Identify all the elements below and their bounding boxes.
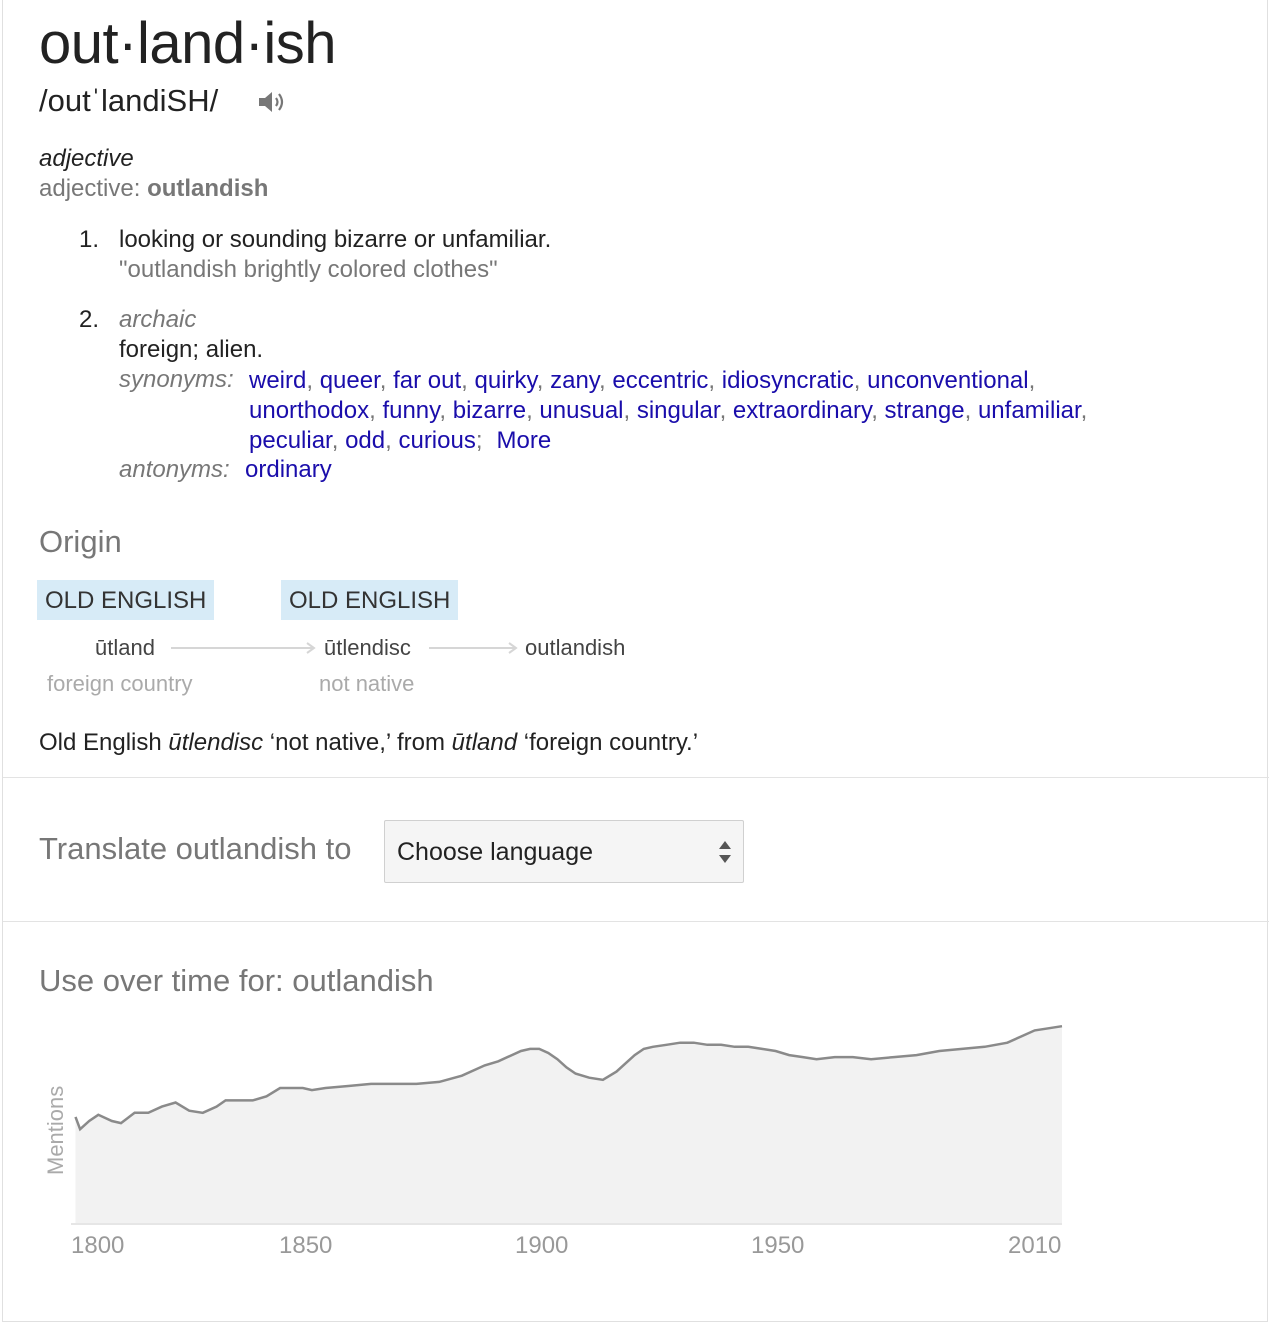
antonym-link[interactable]: ordinary [245, 456, 332, 483]
origin-language-tag: OLD ENGLISH [281, 580, 459, 620]
sense-definition: looking or sounding bizarre or unfamilia… [119, 226, 552, 253]
synonym-link[interactable]: queer [319, 367, 380, 394]
synonym-link[interactable]: eccentric [612, 367, 709, 394]
synonym-link[interactable]: idiosyncratic [721, 367, 854, 394]
synonym-link[interactable]: zany [550, 367, 600, 394]
pos-label: adjective: [39, 175, 141, 202]
y-axis-label: Mentions [43, 1086, 68, 1175]
origin-word: ūtlendisc [324, 635, 411, 660]
language-select-value: Choose language [397, 838, 593, 866]
headword: out·land·ish [39, 11, 337, 76]
synonym-link[interactable]: weird [249, 367, 307, 394]
synonyms-list: weird, queer, far out, quirky, zany, ecc… [249, 367, 1088, 454]
pronunciation: /outˈlandiSH/ [39, 83, 219, 118]
synonym-link[interactable]: strange [884, 397, 965, 424]
speaker-icon[interactable] [257, 89, 287, 115]
origin-arrow-icon [171, 642, 316, 654]
chart-title: Use over time for: outlandish [39, 963, 434, 998]
synonym-link[interactable]: unfamiliar [977, 397, 1081, 424]
synonym-link[interactable]: bizarre [452, 397, 527, 424]
synonym-link[interactable]: singular [636, 397, 720, 424]
synonym-link[interactable]: unusual [539, 397, 624, 424]
synonym-link[interactable]: peculiar [249, 427, 332, 454]
synonym-link[interactable]: curious [398, 427, 476, 454]
synonym-link[interactable]: quirky [474, 367, 537, 394]
x-tick-label: 1950 [751, 1232, 804, 1259]
usage-line [74, 1024, 1063, 1132]
x-tick-label: 1800 [71, 1232, 124, 1259]
divider [3, 777, 1269, 778]
pos-value: outlandish [147, 175, 269, 202]
language-select[interactable]: Choose language [384, 820, 744, 883]
usage-area [75, 1026, 1062, 1224]
x-tick-label: 1900 [515, 1232, 568, 1259]
synonym-link[interactable]: far out [393, 367, 462, 394]
translate-label: Translate outlandish to [39, 831, 352, 866]
origin-description: Old English ūtlendisc ‘not native,’ from… [39, 729, 699, 756]
antonyms-label: antonyms: [119, 456, 230, 483]
x-tick-label: 1850 [279, 1232, 332, 1259]
origin-gloss: foreign country [47, 671, 193, 696]
origin-title: Origin [39, 524, 122, 559]
synonym-link[interactable]: odd [345, 427, 386, 454]
sense-example: "outlandish brightly colored clothes" [119, 256, 498, 283]
origin-language-tag: OLD ENGLISH [37, 580, 215, 620]
more-synonyms-link[interactable]: More [496, 427, 552, 454]
sense-number: 1. [79, 226, 100, 253]
synonym-link[interactable]: extraordinary [732, 397, 872, 424]
origin-word: outlandish [525, 635, 626, 660]
origin-word: ūtland [95, 635, 155, 660]
select-arrows-icon [719, 841, 731, 863]
part-of-speech: adjective [39, 145, 134, 172]
sense-definition: foreign; alien. [119, 336, 264, 363]
x-tick-label: 2010 [1008, 1232, 1061, 1259]
usage-chart: 1800 1850 1900 1950 2010 Mentions [43, 1024, 1063, 1259]
pos-line: adjective: outlandish [39, 175, 268, 203]
synonym-link[interactable]: unconventional [867, 367, 1029, 394]
antonyms-list: ordinary [245, 456, 332, 484]
synonyms-label: synonyms: [119, 366, 234, 393]
origin-arrow-icon [429, 642, 518, 654]
synonym-link[interactable]: unorthodox [249, 397, 370, 424]
synonym-link[interactable]: funny [382, 397, 440, 424]
sense-number: 2. [79, 306, 100, 333]
sense-register: archaic [119, 306, 197, 333]
origin-gloss: not native [319, 671, 415, 696]
divider [3, 921, 1269, 922]
